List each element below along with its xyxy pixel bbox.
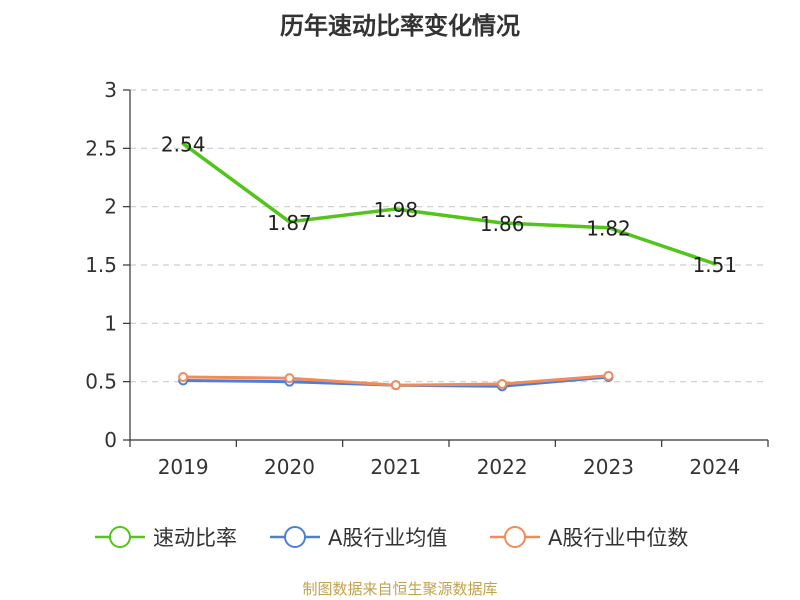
y-tick-label: 1.5 — [85, 253, 117, 277]
data-label: 1.51 — [693, 253, 738, 277]
legend-label: A股行业中位数 — [548, 526, 688, 550]
y-tick-label: 3 — [104, 78, 117, 102]
data-label: 1.82 — [586, 217, 631, 241]
x-tick-label: 2020 — [264, 455, 315, 479]
data-point — [178, 372, 189, 382]
x-tick-label: 2021 — [370, 455, 421, 479]
data-label: 1.87 — [267, 211, 312, 235]
y-tick-label: 2.5 — [85, 136, 117, 160]
data-point — [284, 373, 295, 384]
y-tick-label: 1 — [104, 311, 117, 335]
x-tick-label: 2019 — [158, 455, 209, 479]
data-label: 2.54 — [161, 133, 206, 157]
y-tick-label: 0.5 — [85, 370, 117, 394]
legend-marker — [109, 526, 131, 548]
data-point — [497, 379, 508, 389]
legend-marker — [284, 526, 306, 548]
data-point — [603, 370, 614, 381]
series-line — [181, 141, 717, 266]
y-tick-label: 2 — [104, 195, 117, 219]
x-tick-label: 2022 — [477, 455, 528, 479]
y-tick-label: 0 — [104, 428, 117, 452]
x-tick-label: 2024 — [689, 455, 740, 479]
legend-label: 速动比率 — [153, 526, 237, 550]
data-label: 1.98 — [374, 198, 419, 222]
data-point — [390, 380, 401, 391]
chart-title: 历年速动比率变化情况 — [280, 12, 520, 40]
legend-marker — [504, 526, 526, 548]
source-note: 制图数据来自恒生聚源数据库 — [302, 580, 498, 598]
data-label: 1.86 — [480, 212, 525, 236]
x-tick-label: 2023 — [583, 455, 634, 479]
legend-label: A股行业均值 — [328, 526, 447, 550]
